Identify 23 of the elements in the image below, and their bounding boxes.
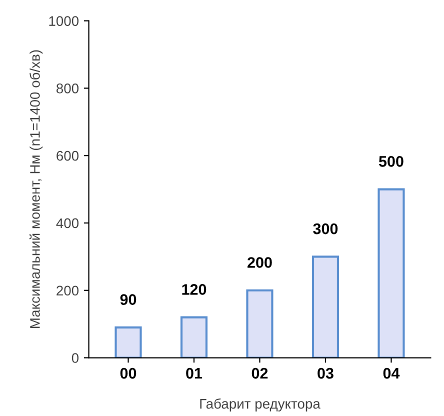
data-label: 200 bbox=[248, 257, 272, 268]
x-tick-label: 02 bbox=[252, 368, 268, 379]
y-axis-title: Максимальний момент, Нм (n1=1400 об/хв) bbox=[29, 50, 43, 328]
bar bbox=[246, 289, 274, 358]
x-tick-label: 03 bbox=[318, 368, 334, 379]
bar bbox=[180, 316, 208, 358]
bar bbox=[312, 256, 340, 358]
y-tick-label: 1000 bbox=[49, 16, 79, 26]
x-axis-title: Габарит редуктора bbox=[200, 398, 320, 412]
bar bbox=[114, 326, 142, 358]
y-tick-label: 800 bbox=[56, 84, 79, 94]
data-label: 120 bbox=[182, 284, 206, 295]
x-tick-label: 00 bbox=[120, 368, 136, 379]
data-label: 500 bbox=[378, 156, 404, 167]
y-tick-label: 400 bbox=[56, 218, 79, 228]
x-tick-label: 04 bbox=[383, 368, 400, 379]
x-tick-label: 01 bbox=[186, 368, 202, 379]
data-label: 300 bbox=[313, 223, 338, 234]
y-tick-label: 0 bbox=[72, 353, 79, 363]
y-tick-label: 600 bbox=[56, 150, 79, 161]
y-tick-label: 200 bbox=[56, 286, 79, 296]
data-label: 90 bbox=[120, 294, 136, 305]
bar bbox=[378, 188, 405, 358]
